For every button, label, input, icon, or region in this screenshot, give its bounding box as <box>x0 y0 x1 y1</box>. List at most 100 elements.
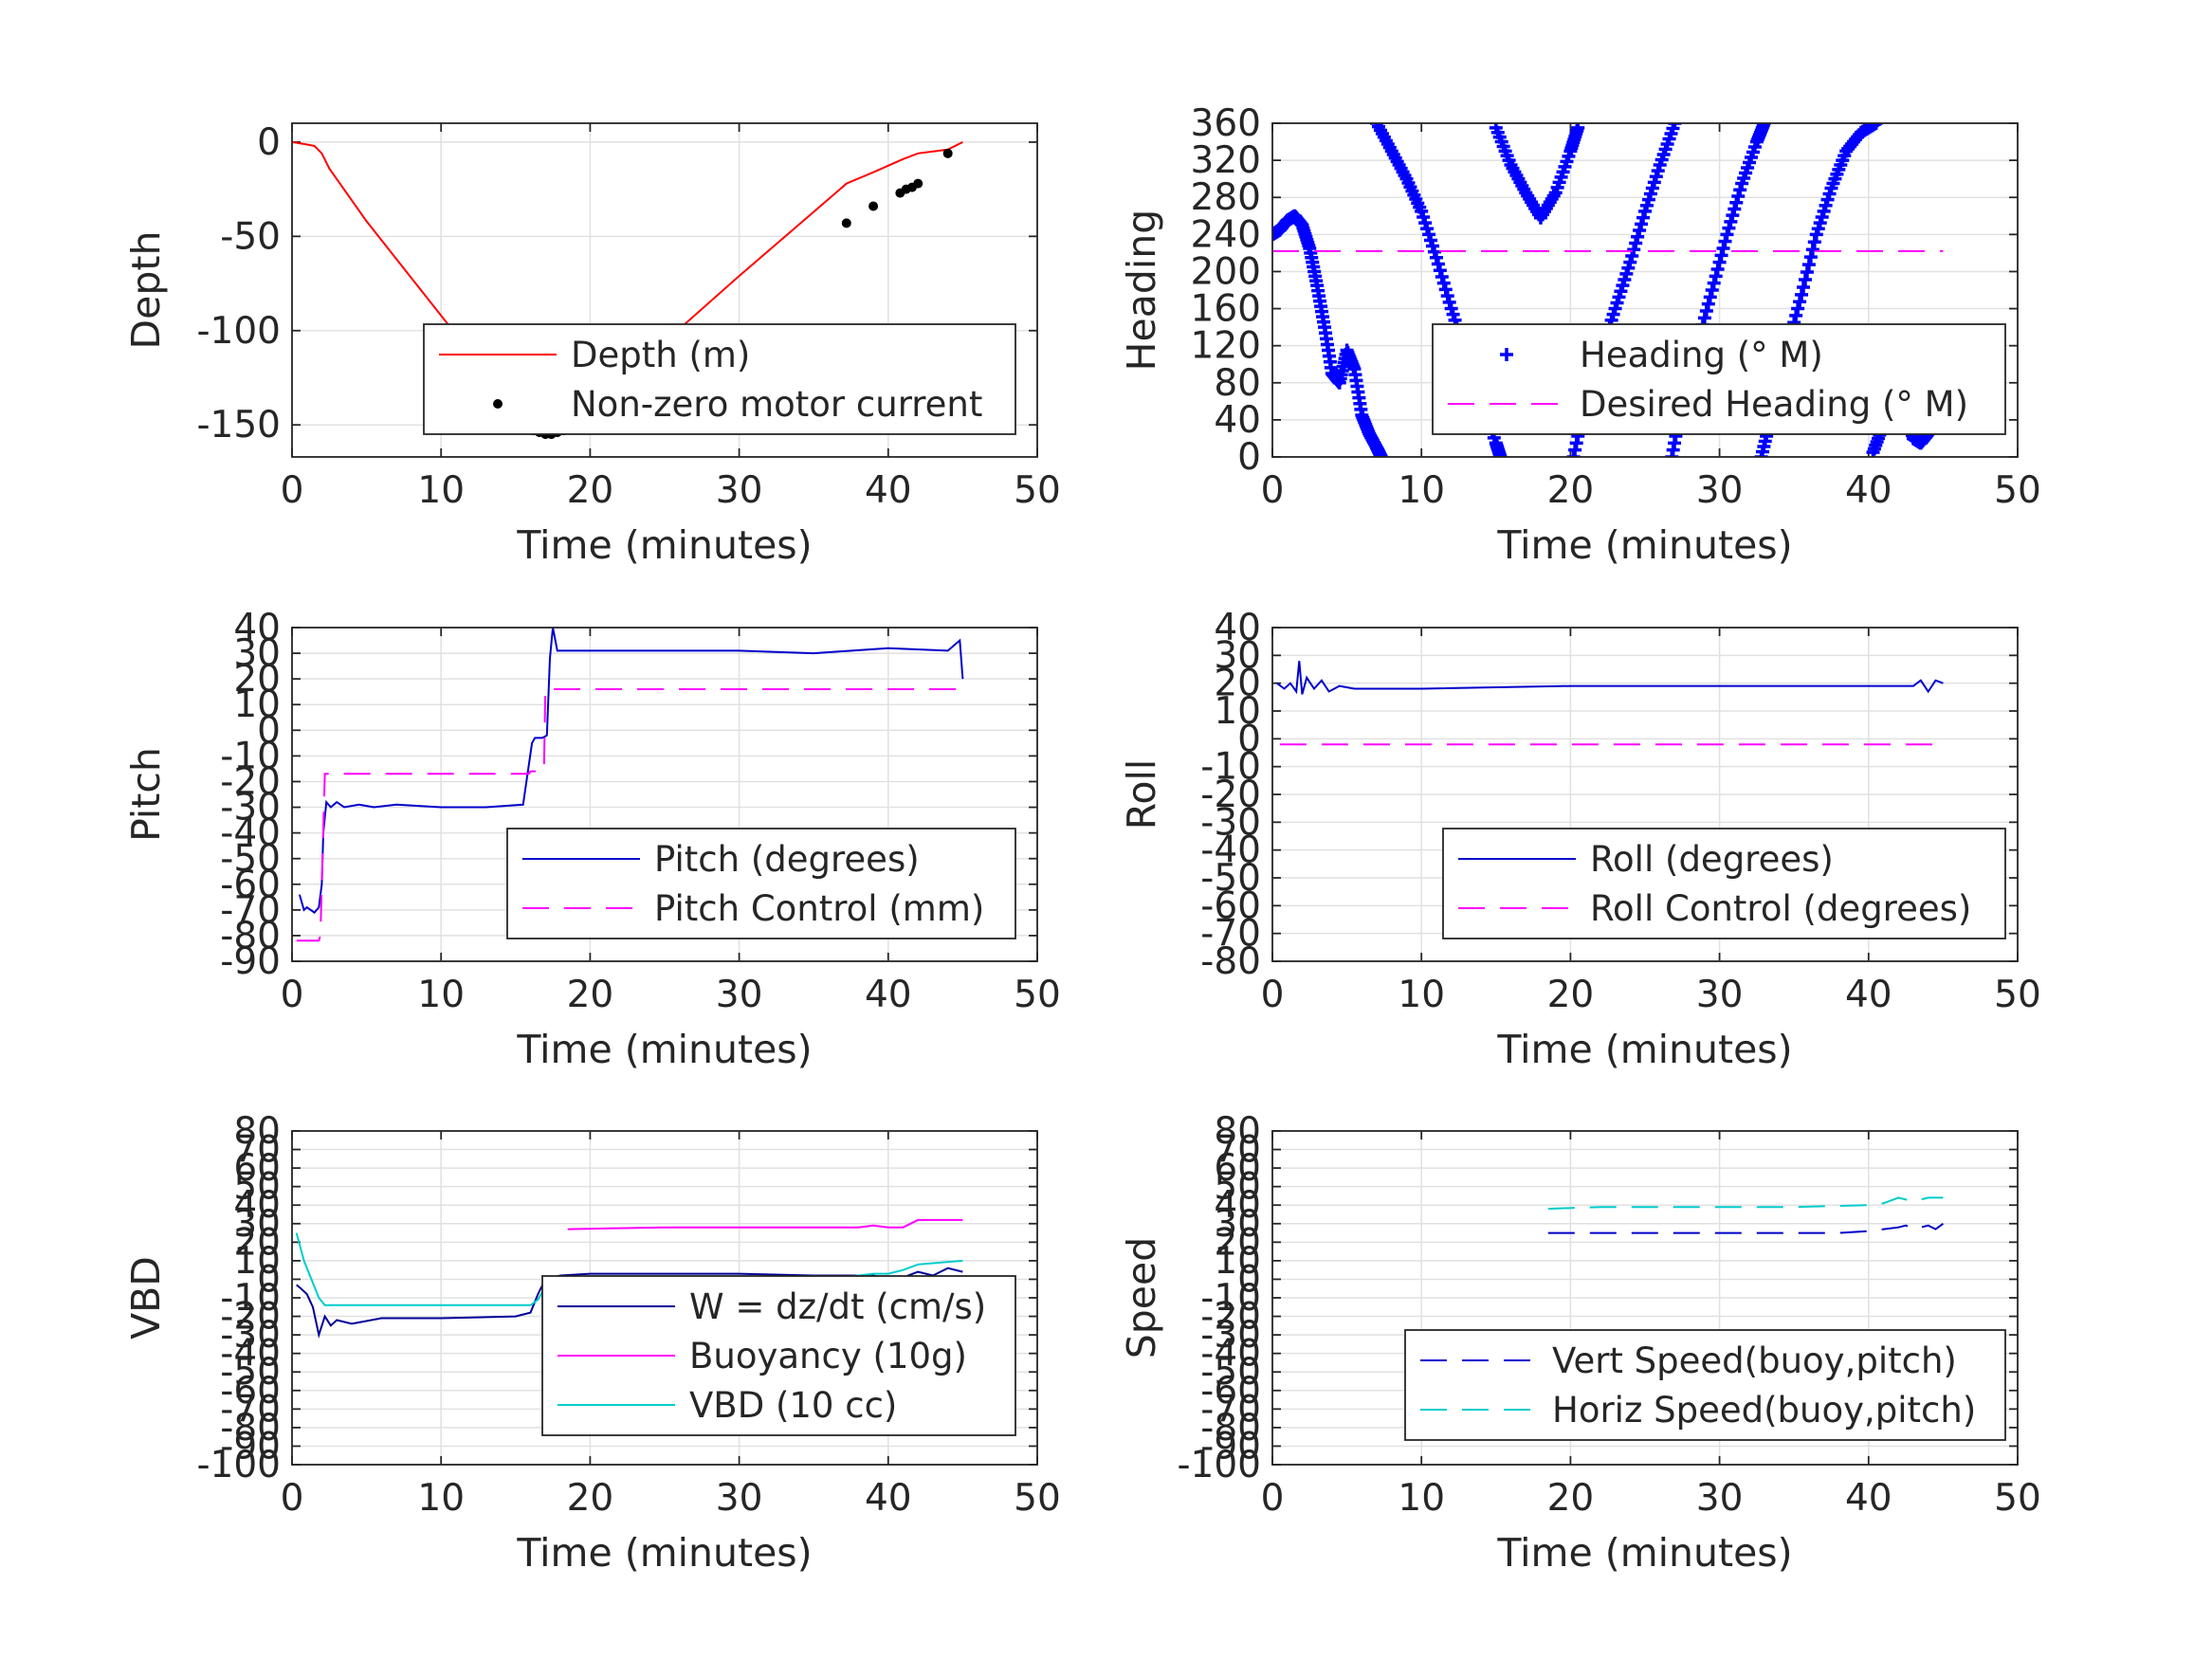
legend-label: VBD (10 cc) <box>689 1385 897 1426</box>
series-heading-m-marker <box>1431 257 1445 271</box>
x-tick-label: 10 <box>417 974 465 1016</box>
legend-label: Pitch (degrees) <box>654 839 920 880</box>
legend-swatch <box>1500 348 1513 361</box>
y-tick-label: 50 <box>233 1166 281 1209</box>
series-heading-m-marker <box>1374 450 1388 457</box>
y-tick-label: 20 <box>233 1221 281 1264</box>
x-tick-label: 50 <box>1994 1477 2041 1520</box>
series-heading-m-marker <box>1869 123 1883 130</box>
y-tick-label: 20 <box>233 658 281 701</box>
y-tick-label: -30 <box>220 1314 281 1357</box>
series-heading-m-marker <box>1429 250 1443 264</box>
series-heading-m-marker <box>1701 297 1715 311</box>
series-heading-m-marker <box>1800 265 1814 280</box>
y-tick-label: -80 <box>1200 940 1261 983</box>
series-roll-degrees-line <box>1276 661 1944 695</box>
y-tick-label: 10 <box>233 1240 281 1283</box>
y-tick-label: 10 <box>1214 1240 1261 1283</box>
y-tick-label: 70 <box>1214 1129 1261 1172</box>
series-heading-m-marker <box>1805 243 1819 257</box>
x-tick-label: 0 <box>281 974 304 1016</box>
x-tick-label: 0 <box>1261 1477 1285 1520</box>
x-tick-label: 20 <box>1547 469 1595 512</box>
y-tick-label: 0 <box>257 121 281 164</box>
subplot-1: 0 10 20 30 40 50 0 -50 -100 -150 Time (minutes) Dep… <box>123 121 1061 568</box>
y-tick-label: -100 <box>1177 1444 1261 1486</box>
y-tick-label: -60 <box>1200 884 1261 927</box>
series-heading-m-marker <box>1493 450 1508 457</box>
legend: Heading (° M) Desired Heading (° M) <box>1432 323 2006 435</box>
y-tick-label: -80 <box>1200 1407 1261 1449</box>
y-tick-label: -70 <box>1200 913 1261 956</box>
series-heading-m-marker <box>1709 269 1723 283</box>
y-tick-label: -20 <box>220 1296 281 1339</box>
legend-label: Depth (m) <box>571 335 750 375</box>
y-tick-label: -70 <box>1200 1388 1261 1431</box>
y-tick-label: -40 <box>220 812 281 855</box>
y-tick-label: 50 <box>1214 1166 1261 1209</box>
series-vert-speed-buoy-pitch-line <box>1547 1222 1944 1234</box>
series-heading-m-marker <box>1801 258 1816 272</box>
y-tick-label: -90 <box>220 940 281 983</box>
legend: W = dz/dt (cm/s) Buoyancy (10g) VBD (10 cc… <box>541 1275 1016 1436</box>
x-tick-label: 10 <box>1398 1477 1445 1520</box>
legend-swatch <box>493 399 503 409</box>
y-tick-label: 10 <box>233 684 281 726</box>
series-heading-m-marker <box>1631 229 1645 244</box>
y-tick-label: -40 <box>1200 1333 1261 1376</box>
y-tick-label: 240 <box>1191 213 1261 256</box>
x-tick-label: 30 <box>1696 974 1744 1016</box>
series-heading-m-marker <box>1733 183 1747 197</box>
x-tick-label: 50 <box>1994 974 2041 1016</box>
axes-frame <box>1271 627 2019 962</box>
series-heading-m-marker <box>1442 295 1456 309</box>
x-tick-label: 40 <box>865 1477 912 1520</box>
y-tick-label: 40 <box>1214 399 1261 442</box>
series-pitch-control-mm-line <box>296 688 963 942</box>
y-axis-label: VBD <box>123 1256 169 1340</box>
x-tick-label: 40 <box>1845 469 1892 512</box>
x-tick-label: 30 <box>1696 1477 1744 1520</box>
series-heading-m-marker <box>1757 123 1771 130</box>
y-tick-label: 10 <box>1214 690 1261 733</box>
series-heading-m-marker <box>1707 276 1721 290</box>
x-tick-label: 20 <box>567 469 614 512</box>
y-tick-label: 0 <box>257 1258 281 1301</box>
legend-box <box>1404 1329 2006 1441</box>
x-tick-label: 50 <box>1014 1477 1061 1520</box>
x-axis-label: Time (minutes) <box>516 1530 812 1576</box>
y-tick-label: 40 <box>233 1184 281 1227</box>
x-tick-label: 10 <box>417 469 465 512</box>
x-tick-label: 40 <box>1845 1477 1892 1520</box>
series-heading-m-marker <box>1627 243 1641 257</box>
y-axis-label: Heading <box>1119 210 1164 372</box>
series-heading-m-marker <box>1433 264 1447 278</box>
legend: Roll (degrees) Roll Control (degrees) <box>1442 828 2006 939</box>
series-heading-m-marker <box>1718 234 1732 248</box>
y-tick-label: -50 <box>220 1351 281 1394</box>
y-tick-label: -50 <box>1200 1351 1261 1394</box>
subplot-3: 0 10 20 30 40 50403020100-10-20-30-40-50-60-7… <box>123 607 1061 1072</box>
legend-box <box>1432 323 2006 435</box>
axes-frame <box>1271 1130 2019 1466</box>
legend-label: Buoyancy (10g) <box>689 1336 967 1376</box>
x-axis-label: Time (minutes) <box>1496 522 1792 568</box>
y-tick-label: 200 <box>1191 250 1261 293</box>
y-tick-label: 280 <box>1191 176 1261 219</box>
y-tick-label: 30 <box>233 1203 281 1246</box>
series-heading-m-marker <box>1731 190 1746 203</box>
legend: Depth (m) Non-zero motor current <box>423 323 1016 435</box>
y-tick-label: -90 <box>220 1425 281 1468</box>
series-heading-m-marker <box>1720 228 1734 242</box>
x-tick-label: 40 <box>865 974 912 1016</box>
x-tick-label: 50 <box>1014 974 1061 1016</box>
y-axis-label: Speed <box>1119 1237 1164 1359</box>
subplot-4: 0 10 20 30 40 50403020100-10-20-30-40-50-60-7… <box>1119 607 2041 1072</box>
y-tick-label: -10 <box>1200 1277 1261 1320</box>
series-heading-m-marker <box>1712 255 1727 269</box>
legend-label: Desired Heading (° M) <box>1580 384 1968 425</box>
series-heading-m-marker <box>1716 242 1730 255</box>
subplot-2: 0 10 20 30 40 5004080120160200240280320360Tim… <box>1119 102 2041 568</box>
y-tick-label: 0 <box>1237 436 1261 479</box>
